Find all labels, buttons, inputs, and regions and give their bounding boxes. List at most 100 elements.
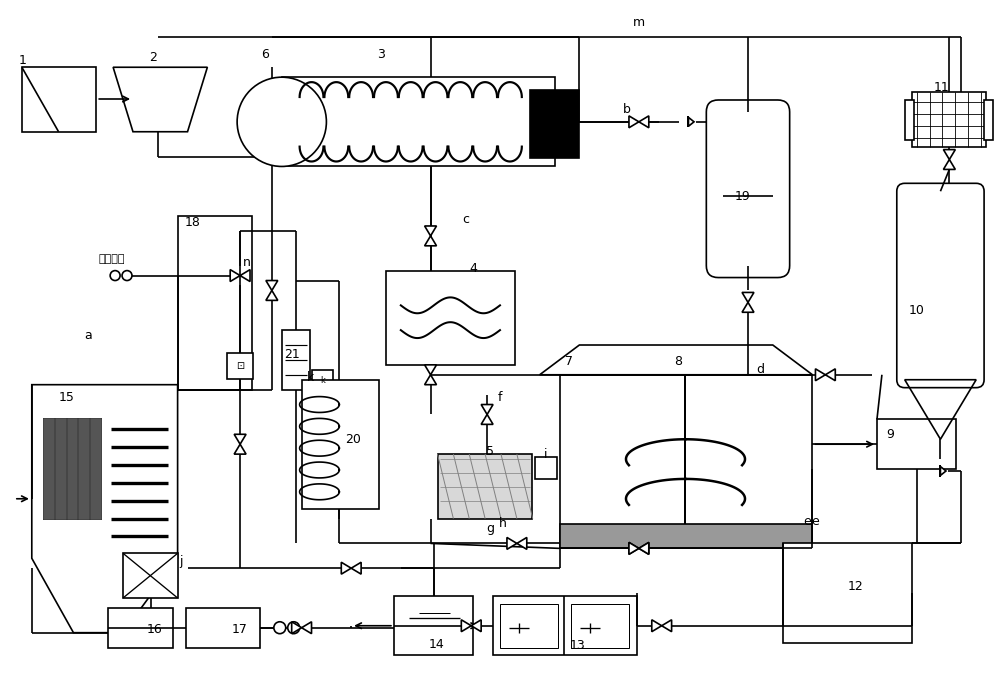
Bar: [571, 604, 629, 648]
Text: ⊡: ⊡: [236, 361, 244, 371]
Bar: [302, 380, 379, 509]
Polygon shape: [639, 543, 649, 554]
Polygon shape: [481, 415, 493, 424]
Polygon shape: [425, 226, 437, 236]
Bar: [500, 604, 558, 648]
Polygon shape: [507, 538, 517, 549]
Polygon shape: [234, 444, 246, 454]
Polygon shape: [652, 620, 662, 632]
Text: a: a: [84, 329, 92, 342]
Text: 17: 17: [232, 623, 248, 636]
Bar: [79, 419, 89, 518]
Circle shape: [288, 622, 300, 634]
Bar: [394, 596, 473, 655]
Bar: [984, 100, 993, 140]
Text: i: i: [544, 448, 547, 461]
Polygon shape: [629, 543, 639, 554]
Bar: [282, 78, 555, 167]
Polygon shape: [425, 375, 437, 385]
Text: 6: 6: [261, 48, 269, 61]
Text: 14: 14: [429, 638, 444, 651]
Bar: [123, 554, 178, 598]
Bar: [186, 608, 260, 648]
Bar: [438, 454, 532, 518]
Polygon shape: [461, 620, 471, 632]
Polygon shape: [940, 466, 946, 475]
Text: b: b: [623, 103, 631, 116]
Polygon shape: [639, 116, 649, 128]
Text: h: h: [499, 517, 507, 530]
Polygon shape: [341, 562, 351, 574]
Bar: [91, 419, 101, 518]
Bar: [44, 419, 54, 518]
Text: 13: 13: [569, 639, 585, 652]
Text: m: m: [633, 16, 645, 29]
Polygon shape: [815, 369, 825, 381]
Bar: [68, 419, 77, 518]
Text: d: d: [756, 363, 764, 376]
Text: 9: 9: [886, 428, 894, 441]
Polygon shape: [471, 620, 481, 632]
Text: 8: 8: [675, 356, 683, 368]
Text: 7: 7: [565, 356, 573, 368]
Bar: [178, 216, 252, 390]
Bar: [783, 543, 912, 643]
Polygon shape: [481, 405, 493, 415]
Bar: [877, 419, 956, 469]
Text: 20: 20: [345, 432, 361, 446]
Bar: [912, 92, 986, 147]
Bar: [282, 330, 310, 390]
Text: 10: 10: [909, 304, 925, 317]
Text: 19: 19: [735, 190, 751, 203]
Text: 3: 3: [377, 48, 385, 61]
Bar: [44, 419, 54, 518]
Polygon shape: [230, 270, 240, 282]
Polygon shape: [292, 622, 302, 634]
Text: k: k: [320, 376, 325, 385]
Circle shape: [122, 271, 132, 280]
Bar: [68, 419, 77, 518]
Bar: [386, 271, 515, 365]
Polygon shape: [629, 543, 639, 554]
Bar: [312, 370, 333, 392]
Bar: [493, 596, 637, 655]
Bar: [108, 608, 173, 648]
Bar: [560, 375, 812, 548]
Text: 12: 12: [847, 580, 863, 592]
Bar: [535, 457, 557, 479]
Text: 15: 15: [59, 391, 74, 404]
Text: e: e: [812, 515, 819, 528]
Text: 5: 5: [486, 445, 494, 457]
Text: 11: 11: [934, 80, 949, 93]
Text: e: e: [804, 515, 811, 528]
Bar: [56, 419, 66, 518]
Text: 1: 1: [19, 54, 27, 67]
Polygon shape: [266, 280, 278, 291]
Text: 18: 18: [185, 217, 200, 230]
FancyBboxPatch shape: [706, 100, 790, 277]
Polygon shape: [662, 620, 672, 632]
Text: 高空排放: 高空排放: [98, 254, 125, 264]
Polygon shape: [629, 116, 639, 128]
Polygon shape: [425, 236, 437, 246]
Polygon shape: [351, 562, 361, 574]
Circle shape: [237, 78, 326, 167]
Polygon shape: [825, 369, 835, 381]
Polygon shape: [517, 538, 527, 549]
Bar: [227, 353, 253, 379]
Polygon shape: [943, 160, 955, 170]
Text: k: k: [307, 371, 314, 384]
Text: c: c: [462, 212, 469, 226]
Text: j: j: [179, 555, 182, 567]
Bar: [79, 419, 89, 518]
Text: 4: 4: [469, 262, 477, 275]
Circle shape: [274, 622, 286, 634]
Circle shape: [110, 271, 120, 280]
FancyBboxPatch shape: [897, 183, 984, 388]
Text: 2: 2: [149, 51, 157, 64]
Polygon shape: [742, 293, 754, 302]
Bar: [91, 419, 101, 518]
Bar: [530, 90, 579, 158]
Text: g: g: [486, 522, 494, 535]
Text: n: n: [243, 256, 251, 269]
